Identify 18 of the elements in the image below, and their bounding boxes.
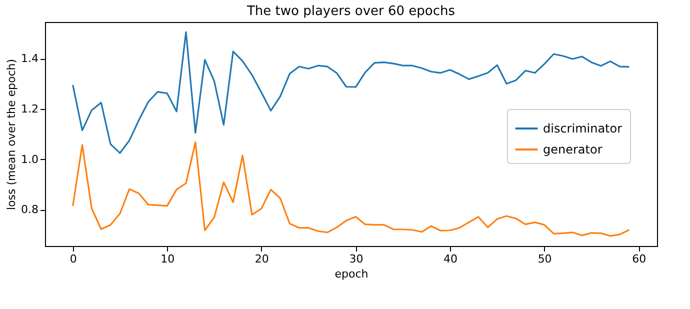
x-tick-label: 0	[70, 252, 77, 266]
x-tick-label: 50	[538, 252, 552, 266]
x-tick-label: 60	[632, 252, 646, 266]
line-series	[72, 31, 630, 154]
x-tick-label: 20	[254, 252, 269, 266]
legend-label: discriminator	[543, 122, 622, 136]
x-tick-label: 30	[349, 252, 364, 266]
x-axis-title: epoch	[334, 268, 368, 280]
y-tick-label: 0.8	[21, 203, 38, 216]
y-tick-label: 1.0	[21, 152, 38, 166]
y-axis-title: loss (mean over the epoch)	[5, 58, 18, 210]
chart-title: The two players over 60 epochs	[246, 4, 456, 19]
line-series	[72, 141, 630, 237]
y-tick-label: 1.2	[21, 102, 38, 116]
y-tick-label: 1.4	[21, 52, 38, 66]
x-tick-label: 10	[160, 252, 175, 266]
legend-label: generator	[543, 142, 602, 156]
x-tick-label: 40	[444, 252, 458, 266]
